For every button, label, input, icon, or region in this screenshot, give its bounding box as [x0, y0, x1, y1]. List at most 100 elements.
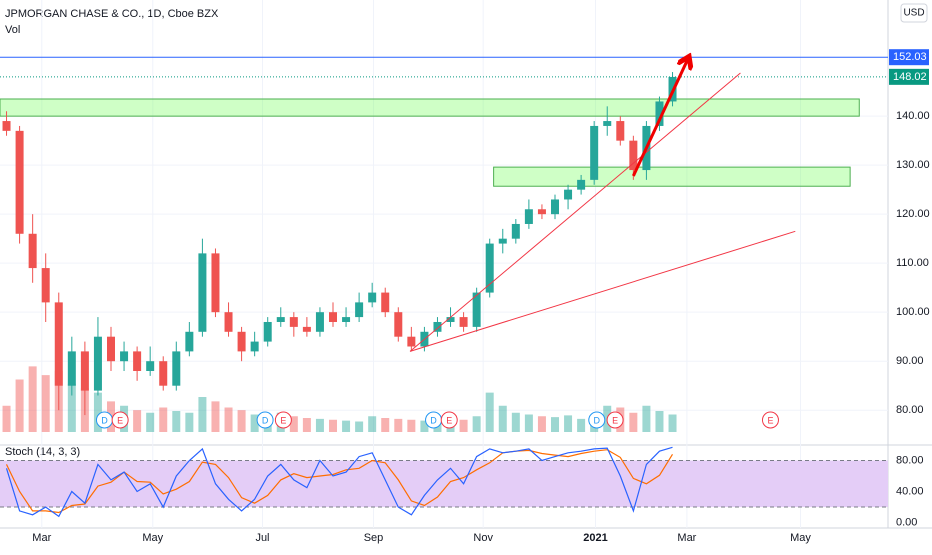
- stoch-tick-label: 40.00: [896, 485, 924, 497]
- x-tick-label: Mar: [677, 532, 696, 544]
- event-marker[interactable]: E: [606, 411, 624, 429]
- volume-bar: [159, 407, 168, 432]
- candle-body: [524, 209, 533, 224]
- candle-body: [537, 209, 546, 215]
- event-marker[interactable]: E: [440, 411, 458, 429]
- candle-body: [211, 253, 220, 313]
- volume-bar: [2, 405, 11, 432]
- candle-body: [498, 238, 507, 244]
- candle-body: [381, 292, 390, 313]
- candle-body: [289, 317, 298, 327]
- event-label: E: [612, 415, 618, 425]
- event-circle: [440, 411, 458, 429]
- candle-body: [224, 312, 233, 332]
- event-marker[interactable]: D: [95, 411, 113, 429]
- candle-body: [368, 292, 377, 303]
- volume-bar: [668, 414, 677, 432]
- candle-body: [67, 351, 76, 386]
- event-marker[interactable]: D: [425, 411, 443, 429]
- candle-body: [551, 199, 559, 215]
- y-tick-label: 100.00: [896, 306, 930, 318]
- candle-body: [107, 336, 115, 362]
- volume-bar: [133, 410, 142, 432]
- volume-bar: [198, 397, 207, 432]
- event-marker[interactable]: D: [256, 411, 274, 429]
- x-tick-label: Jul: [255, 532, 269, 544]
- y-tick-label: 90.00: [896, 355, 924, 367]
- event-marker[interactable]: E: [111, 411, 129, 429]
- volume-bar: [420, 420, 429, 432]
- y-tick-label: 120.00: [896, 208, 930, 220]
- candle-body: [120, 351, 129, 362]
- candle-body: [616, 121, 625, 141]
- volume-bar: [28, 366, 37, 432]
- candle-body: [28, 233, 37, 269]
- volume-bar: [342, 420, 351, 432]
- volume-bar: [394, 418, 403, 432]
- volume-bar: [172, 411, 181, 432]
- zone: [0, 98, 860, 117]
- volume-bar: [524, 414, 533, 432]
- candle-body: [655, 101, 664, 126]
- volume-bar: [537, 416, 546, 432]
- stoch-k: [5, 446, 673, 518]
- x-tick-label: May: [790, 532, 811, 544]
- candle-body: [2, 121, 11, 131]
- candle-body: [433, 321, 442, 332]
- candle-body: [446, 317, 455, 322]
- volume-bar: [289, 416, 298, 432]
- volume-bar: [355, 421, 364, 432]
- volume-bar: [381, 418, 390, 432]
- x-tick-label: May: [142, 532, 163, 544]
- event-label: D: [594, 415, 601, 425]
- x-tick-label: Mar: [32, 532, 51, 544]
- chart-title: JPMORGAN CHASE & CO., 1D, Cboe BZX: [5, 8, 219, 20]
- event-label: E: [446, 415, 452, 425]
- candle-body: [459, 317, 468, 327]
- stoch-band: [0, 460, 888, 508]
- volume-bar: [459, 419, 468, 432]
- event-circle: [606, 411, 624, 429]
- candle-body: [185, 331, 194, 352]
- event-label: D: [430, 415, 437, 425]
- candle-body: [472, 292, 481, 327]
- event-label: E: [767, 415, 773, 425]
- event-label: E: [117, 415, 123, 425]
- candle-body: [485, 243, 494, 293]
- candle-body: [15, 130, 24, 234]
- candle-body: [172, 351, 181, 386]
- event-label: D: [262, 415, 269, 425]
- candle-body: [237, 331, 246, 352]
- y-tick-label: 110.00: [896, 257, 929, 269]
- volume-bar: [642, 405, 651, 432]
- event-marker[interactable]: E: [761, 411, 779, 429]
- volume-bar: [629, 412, 638, 432]
- volume-bar: [655, 411, 664, 432]
- volume-bar: [67, 383, 76, 432]
- candle-body: [564, 189, 573, 200]
- x-tick-label: 2021: [583, 532, 607, 544]
- volume-bar: [498, 405, 507, 432]
- volume-bar: [302, 418, 311, 432]
- price-label-box: [889, 68, 929, 85]
- event-label: D: [101, 415, 108, 425]
- trendline: [631, 58, 688, 177]
- candle-body: [329, 312, 337, 322]
- x-tick-label: Nov: [473, 532, 493, 544]
- event-marker[interactable]: E: [274, 411, 292, 429]
- volume-bar: [329, 419, 337, 432]
- stoch-label: Stoch (14, 3, 3): [5, 446, 80, 458]
- candle-body: [407, 336, 416, 347]
- volume-label: Vol: [5, 24, 20, 36]
- y-tick-label: 140.00: [896, 110, 930, 122]
- event-marker[interactable]: D: [588, 411, 606, 429]
- stoch-tick-label: 80.00: [896, 454, 924, 466]
- currency-box[interactable]: [900, 3, 928, 23]
- candle-body: [80, 351, 89, 391]
- stoch-d: [5, 449, 674, 514]
- candle-body: [41, 268, 50, 303]
- volume-bar: [485, 392, 494, 432]
- candle-body: [146, 361, 155, 371]
- volume-bar: [511, 412, 520, 432]
- price-label-box: [889, 49, 929, 66]
